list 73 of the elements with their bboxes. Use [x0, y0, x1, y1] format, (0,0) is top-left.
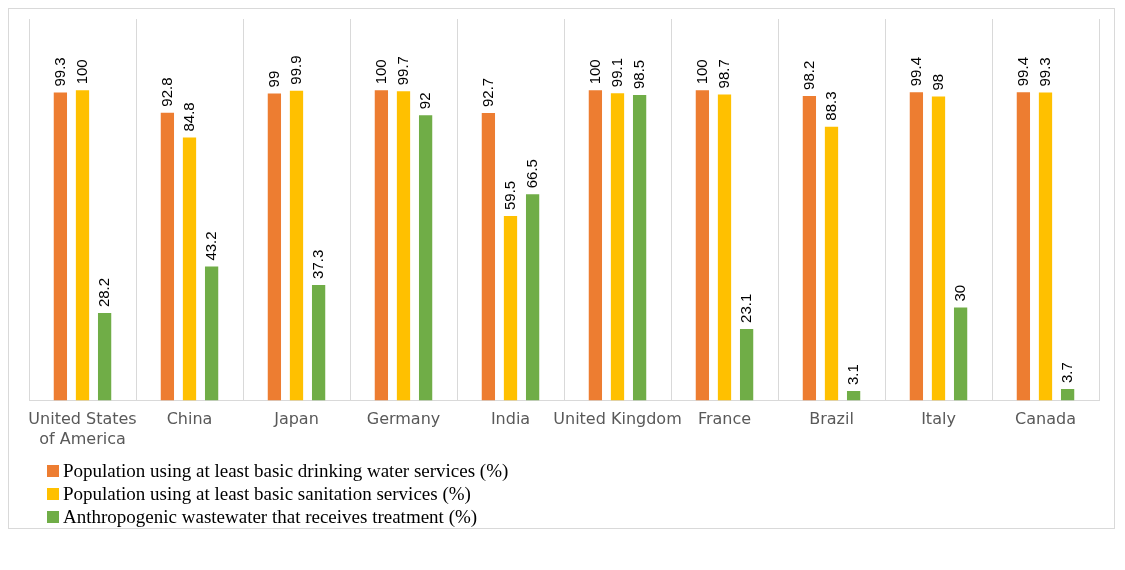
data-label: 100: [585, 59, 603, 85]
bar: [503, 216, 518, 401]
data-label: 92.7: [478, 77, 496, 107]
bar: [610, 93, 625, 401]
data-label: 92.8: [157, 77, 175, 107]
bar: [289, 90, 304, 401]
bar: [953, 307, 968, 401]
data-label: 99.9: [286, 55, 304, 85]
data-label: 99.7: [393, 56, 411, 86]
x-tick-label: Japan: [273, 409, 319, 429]
data-label: 66.5: [522, 159, 540, 189]
x-tick-label: Italy: [921, 409, 956, 429]
bar: [267, 93, 282, 401]
data-label: 99.4: [906, 57, 924, 87]
data-label: 98: [928, 73, 946, 91]
bar: [717, 94, 732, 401]
bar: [824, 126, 839, 401]
data-label: 98.5: [629, 59, 647, 90]
bar: [632, 95, 647, 401]
data-label: 37.3: [308, 249, 326, 279]
data-label: 99: [264, 70, 282, 88]
x-tick-label: Brazil: [809, 409, 854, 429]
data-label: 84.8: [179, 102, 197, 132]
data-label: 88.3: [821, 91, 839, 121]
data-label: 43.2: [201, 231, 219, 261]
x-tick-label: United Kingdom: [553, 409, 682, 429]
legend-label: Population using at least basic drinking water services (%): [63, 459, 509, 482]
x-tick-label: India: [490, 409, 531, 429]
data-label: 99.3: [1035, 57, 1053, 87]
data-label: 92: [415, 92, 433, 110]
bar: [909, 92, 924, 401]
data-label: 59.5: [500, 180, 518, 210]
data-label: 99.4: [1013, 57, 1031, 87]
data-label: 100: [692, 59, 710, 85]
x-tick-label: China: [166, 409, 213, 429]
bar: [739, 328, 754, 401]
bar: [1060, 389, 1075, 401]
bar: [53, 92, 68, 401]
bar: [588, 90, 603, 401]
bar: [204, 266, 219, 401]
bar: [160, 112, 175, 401]
bar: [374, 90, 389, 401]
legend-label: Population using at least basic sanitation services (%): [63, 482, 471, 505]
data-label: 28.2: [94, 277, 112, 308]
bar: [931, 96, 946, 401]
data-label: 3.1: [843, 364, 861, 385]
data-label: 98.2: [799, 60, 817, 90]
bar: [396, 91, 411, 401]
data-label: 3.7: [1057, 362, 1075, 384]
data-label: 30: [950, 284, 968, 302]
bar: [1016, 92, 1031, 401]
bar: [97, 313, 112, 401]
data-label: 99.3: [50, 57, 68, 87]
bar: [311, 284, 326, 401]
bar: [846, 390, 861, 401]
x-tick-label: United States of America: [28, 409, 137, 448]
x-tick-label: Germany: [366, 409, 441, 429]
bar: [525, 194, 540, 401]
x-tick-label: France: [697, 409, 752, 429]
bar: [182, 137, 197, 401]
bar: [1038, 92, 1053, 401]
bar: [802, 95, 817, 401]
x-tick-label: Canada: [1015, 409, 1076, 429]
data-label: 23.1: [736, 293, 754, 323]
bar: [75, 90, 90, 401]
data-label: 100: [371, 59, 389, 85]
data-label: 98.7: [714, 59, 732, 89]
data-label: 99.1: [607, 57, 625, 88]
legend-label: Anthropogenic wastewater that receives treatment (%): [63, 505, 478, 528]
bar: [695, 90, 710, 401]
data-label: 100: [72, 59, 90, 85]
bar: [481, 113, 496, 401]
bar: [418, 115, 433, 401]
